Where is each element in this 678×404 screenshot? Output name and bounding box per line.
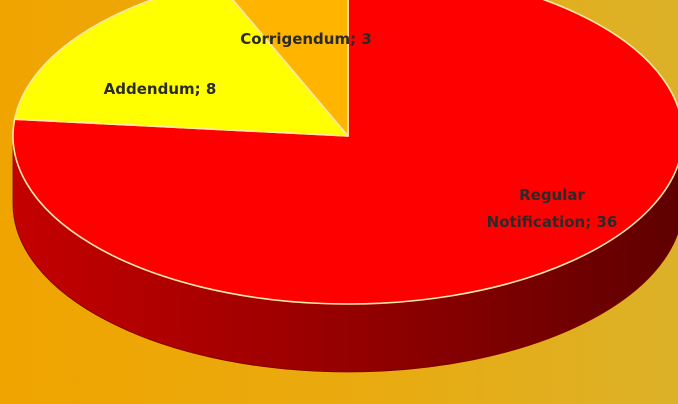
- pie-slice-addendum: [13, 0, 349, 137]
- data-label-regular-notification: Regular Notification; 36: [487, 186, 618, 231]
- pie-slices: [12, 0, 678, 305]
- pie-labels: Regular Notification; 36 Addendum; 8 Corrig…: [104, 30, 618, 231]
- data-label-corrigendum: Corrigendum; 3: [240, 30, 372, 48]
- data-label-addendum: Addendum; 8: [104, 80, 217, 98]
- pie-slice-corrigendum: [231, 0, 349, 137]
- pie-slice-regular-notification: [12, 0, 678, 305]
